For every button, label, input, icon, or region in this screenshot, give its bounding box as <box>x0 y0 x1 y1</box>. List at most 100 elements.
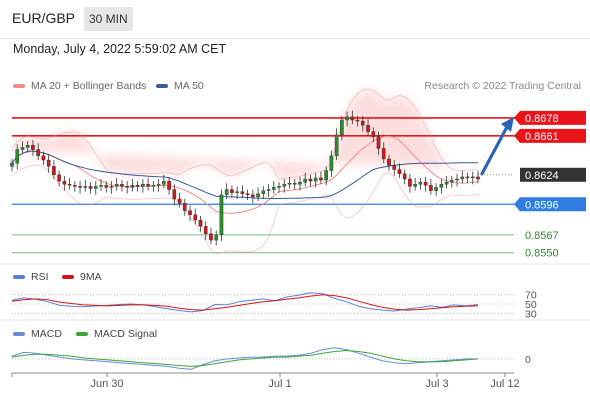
bollinger-swatch <box>13 84 25 89</box>
candle-body-2 <box>20 147 25 150</box>
rsi-swatch <box>13 275 25 280</box>
moving-averages <box>11 88 479 255</box>
chart-header: EUR/GBP 30 MIN <box>0 0 590 39</box>
candle-body-79 <box>423 181 428 186</box>
legend-ma50: MA 50 <box>156 80 204 92</box>
support-tag-3 <box>514 197 586 212</box>
candle-body-80 <box>429 185 433 191</box>
candle-body-33 <box>182 203 187 211</box>
candle-body-57 <box>308 178 313 182</box>
candle-body-45 <box>245 193 250 196</box>
candle-body-37 <box>203 226 208 234</box>
panel-separators <box>0 263 590 321</box>
candle-body-76 <box>408 178 412 187</box>
candle-body-82 <box>439 184 444 188</box>
forecast-arrow <box>480 116 514 176</box>
legend-rsi: RSI <box>13 271 49 283</box>
candle-body-52 <box>282 184 287 187</box>
candle-body-85 <box>455 178 459 181</box>
rsi-series-1 <box>11 294 479 311</box>
candle-body-36 <box>198 219 203 227</box>
candle-body-75 <box>402 173 407 180</box>
candle-body-10 <box>62 180 67 185</box>
candle-body-25 <box>141 184 145 187</box>
rsi-series-0 <box>11 292 479 313</box>
candle-body-34 <box>188 210 192 216</box>
rsi-ma-label: 9MA <box>80 271 102 283</box>
rsi-ma-swatch <box>62 275 74 280</box>
candle-body-60 <box>324 170 328 181</box>
legend-macd-signal: MACD Signal <box>76 328 157 340</box>
candle-body-56 <box>303 178 308 183</box>
ma20-line <box>11 135 479 214</box>
candle-body-20 <box>114 184 119 187</box>
candle-body-58 <box>313 177 318 182</box>
bollinger-lower-line <box>11 164 479 255</box>
candle-body-3 <box>25 145 30 148</box>
macd-label: MACD <box>31 328 62 340</box>
candle-body-44 <box>240 191 245 194</box>
candle-body-83 <box>444 181 449 185</box>
candle-body-8 <box>52 166 56 175</box>
candle-body-19 <box>109 186 114 188</box>
candle-body-50 <box>271 187 276 190</box>
x-tick-label-2: Jul 3 <box>425 378 448 390</box>
timeframe-button[interactable]: 30 MIN <box>84 7 133 31</box>
candle-body-28 <box>156 184 161 186</box>
candle-body-54 <box>292 183 297 185</box>
candle-body-40 <box>219 194 224 236</box>
resistance-label-0: 0.8678 <box>525 113 559 125</box>
bollinger-band-fill <box>12 89 478 180</box>
last-price-tag-2 <box>520 167 586 182</box>
support-label-3: 0.8596 <box>525 199 559 211</box>
candle-body-89 <box>476 176 480 180</box>
candle-body-77 <box>413 184 417 187</box>
bollinger-label: MA 20 + Bollinger Bands <box>31 80 147 92</box>
candle-body-66 <box>355 119 360 122</box>
symbol-title: EUR/GBP <box>12 10 76 26</box>
candle-body-73 <box>392 165 397 170</box>
forecast-arrow-head <box>501 116 514 132</box>
ma50-line <box>11 150 478 199</box>
ma50-label: MA 50 <box>174 80 204 92</box>
candle-body-55 <box>298 181 302 185</box>
research-credit: Research © 2022 Trading Central <box>424 80 581 92</box>
candle-body-69 <box>371 131 376 138</box>
resistance-tag-0 <box>514 110 586 125</box>
candle-body-48 <box>261 190 266 194</box>
forecast-arrow-shaft <box>480 125 509 176</box>
candle-body-61 <box>329 155 334 171</box>
price-levels: 0.8678 0.8661 0.8624 0.8596 0.8567 0.8550 <box>12 110 586 260</box>
candle-body-4 <box>31 145 35 150</box>
candle-body-6 <box>41 155 46 161</box>
candle-body-67 <box>360 120 365 126</box>
candle-body-9 <box>57 174 61 182</box>
rsi-tick-0: 70 <box>525 290 537 302</box>
candle-body-87 <box>465 176 470 179</box>
candle-body-84 <box>449 179 454 183</box>
macd-signal-label: MACD Signal <box>94 328 158 340</box>
candle-body-35 <box>193 214 198 221</box>
candle-body-15 <box>88 186 93 189</box>
candle-body-49 <box>266 189 271 191</box>
macd-swatch <box>13 332 25 337</box>
macd-signal-swatch <box>76 332 88 337</box>
candlesticks <box>10 110 480 246</box>
legend-rsi-ma: 9MA <box>62 271 102 283</box>
candle-body-18 <box>104 185 109 188</box>
candle-body-51 <box>277 186 281 188</box>
candle-body-62 <box>334 134 339 157</box>
candle-body-30 <box>167 180 171 190</box>
candle-body-41 <box>224 189 229 196</box>
candle-body-42 <box>230 189 234 193</box>
candle-body-29 <box>162 180 166 185</box>
candle-body-5 <box>36 149 41 157</box>
target-label-4: 0.8567 <box>525 230 559 242</box>
candle-body-53 <box>287 183 292 185</box>
candle-body-13 <box>78 186 82 188</box>
macd-tick-0: 0 <box>525 354 531 366</box>
candle-body-1 <box>15 149 20 164</box>
candle-body-72 <box>387 158 391 166</box>
